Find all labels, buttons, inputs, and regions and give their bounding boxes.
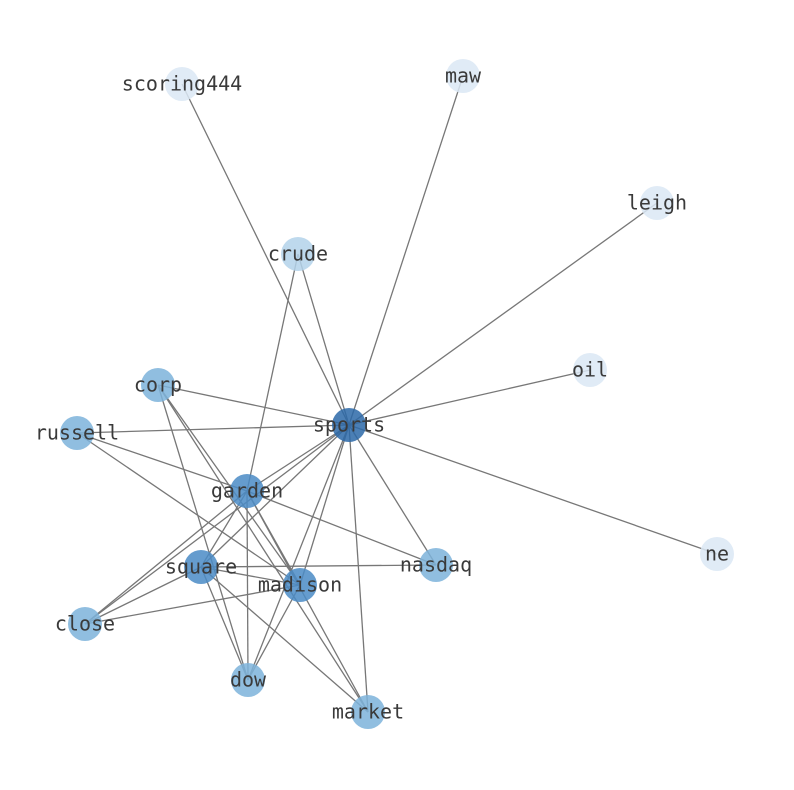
edge (348, 424, 718, 555)
node-label: madison (258, 573, 342, 597)
node (231, 663, 265, 697)
node-label: maw (445, 64, 482, 88)
node-label: oil (572, 358, 608, 382)
node (332, 408, 366, 442)
node (640, 186, 674, 220)
edge (200, 566, 249, 681)
edge (299, 424, 350, 586)
node (68, 607, 102, 641)
edge (246, 490, 369, 713)
edge (157, 384, 369, 713)
node (573, 353, 607, 387)
edge (76, 432, 248, 492)
node-label: close (55, 612, 115, 636)
node (700, 537, 734, 571)
node (281, 237, 315, 271)
node-label: garden (211, 479, 283, 503)
edges (76, 75, 718, 713)
node (184, 550, 218, 584)
edge (246, 424, 350, 492)
edge (200, 564, 437, 568)
edge (348, 424, 369, 713)
edge (84, 566, 202, 625)
nodes (60, 59, 734, 729)
edge (247, 584, 301, 681)
node (283, 568, 317, 602)
edge (246, 490, 437, 566)
edge (76, 432, 301, 586)
edge (76, 424, 350, 434)
node (230, 474, 264, 508)
node-label: crude (268, 242, 328, 266)
edge (348, 424, 437, 566)
node (60, 416, 94, 450)
edge (157, 384, 249, 681)
edge (247, 424, 350, 681)
edge (246, 253, 299, 492)
edge (200, 424, 350, 568)
labels: scoring444 maw leigh crude oil sports corp russ… (35, 64, 729, 724)
node-label: market (332, 700, 404, 724)
node-label: scoring444 (122, 72, 242, 96)
edge (84, 490, 248, 625)
node (419, 548, 453, 582)
edge (157, 384, 301, 586)
node (446, 59, 480, 93)
node (141, 368, 175, 402)
edge (181, 83, 350, 426)
edge (348, 369, 591, 426)
edge (84, 424, 350, 625)
edge (348, 202, 658, 426)
edge (246, 490, 249, 681)
node (351, 695, 385, 729)
node-label: ne (705, 542, 729, 566)
edge (297, 253, 350, 426)
node-label: russell (35, 421, 119, 445)
node-label: sports (313, 413, 385, 437)
edge (200, 566, 369, 713)
node-label: nasdaq (400, 553, 472, 577)
node-label: dow (230, 668, 267, 692)
edge (84, 584, 301, 625)
node (165, 67, 199, 101)
node-label: leigh (627, 191, 687, 215)
node-label: square (165, 555, 237, 579)
edge (348, 75, 464, 426)
node-label: corp (134, 373, 182, 397)
edge (157, 384, 350, 426)
